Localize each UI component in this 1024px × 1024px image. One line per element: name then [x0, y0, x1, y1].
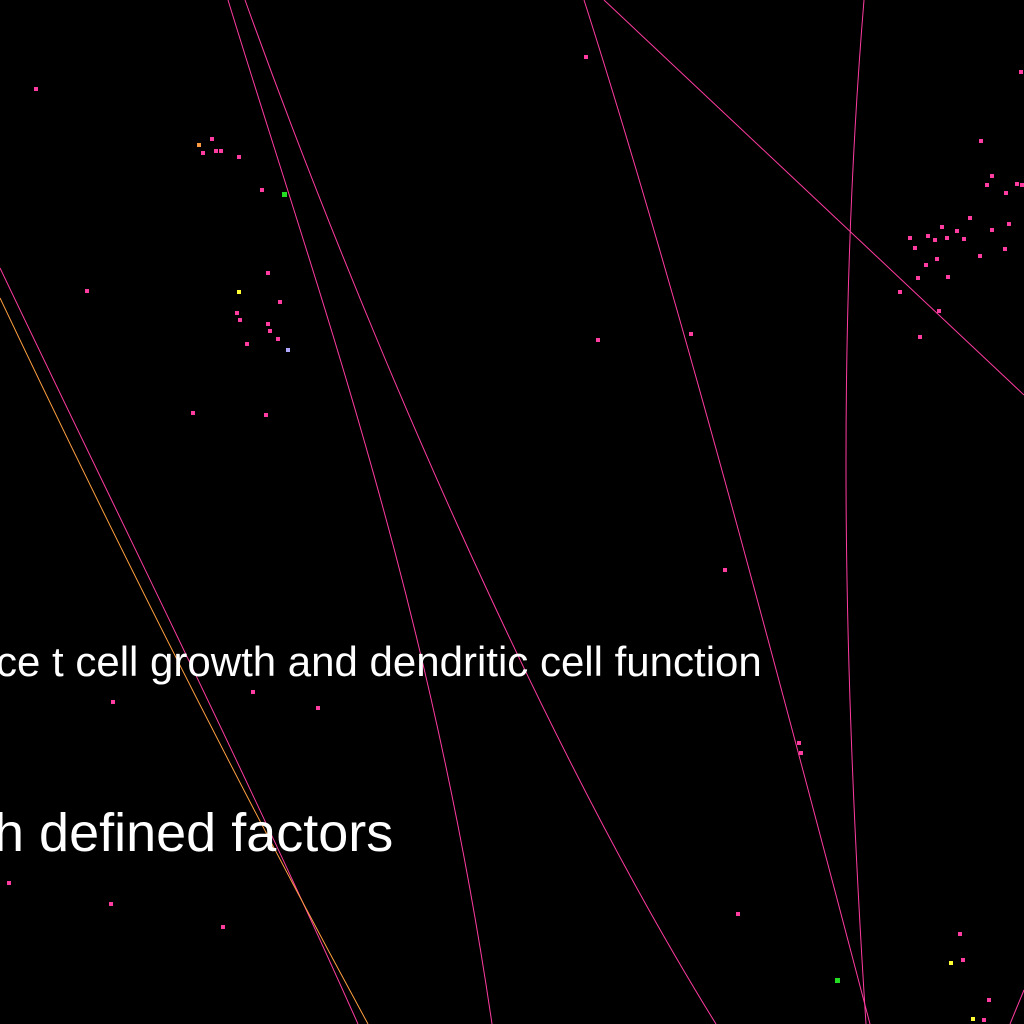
node[interactable] [968, 216, 972, 220]
node[interactable] [85, 289, 89, 293]
node[interactable] [219, 149, 223, 153]
node[interactable] [908, 236, 912, 240]
node[interactable] [266, 322, 270, 326]
node[interactable] [945, 236, 949, 240]
node[interactable] [946, 275, 950, 279]
node-label: h defined factors [0, 803, 393, 863]
node[interactable] [221, 925, 225, 929]
edge [583, 0, 871, 1024]
node[interactable] [282, 192, 287, 197]
node-label: ce t cell growth and dendritic cell func… [0, 638, 762, 685]
node[interactable] [799, 751, 803, 755]
node[interactable] [723, 568, 727, 572]
edge [603, 0, 1024, 396]
node[interactable] [286, 348, 290, 352]
edge [845, 0, 867, 1024]
node[interactable] [268, 329, 272, 333]
node[interactable] [797, 741, 801, 745]
node[interactable] [235, 311, 239, 315]
node[interactable] [596, 338, 600, 342]
node[interactable] [926, 234, 930, 238]
node[interactable] [918, 335, 922, 339]
node[interactable] [245, 342, 249, 346]
node[interactable] [7, 881, 11, 885]
node[interactable] [1019, 70, 1023, 74]
node[interactable] [278, 300, 282, 304]
edge [1009, 989, 1024, 1024]
node[interactable] [971, 1017, 975, 1021]
node[interactable] [197, 143, 201, 147]
node[interactable] [201, 151, 205, 155]
node[interactable] [1007, 222, 1011, 226]
node[interactable] [937, 309, 941, 313]
edge [227, 0, 493, 1024]
node[interactable] [1004, 191, 1008, 195]
node[interactable] [264, 413, 268, 417]
node[interactable] [916, 276, 920, 280]
node[interactable] [266, 271, 270, 275]
node[interactable] [933, 238, 937, 242]
node[interactable] [990, 174, 994, 178]
node[interactable] [935, 257, 939, 261]
node[interactable] [961, 958, 965, 962]
edge [0, 297, 369, 1024]
node[interactable] [238, 318, 242, 322]
node[interactable] [962, 237, 966, 241]
node[interactable] [736, 912, 740, 916]
node[interactable] [214, 149, 218, 153]
node[interactable] [237, 155, 241, 159]
edge [0, 267, 359, 1024]
node[interactable] [260, 188, 264, 192]
node[interactable] [985, 183, 989, 187]
node[interactable] [1003, 247, 1007, 251]
node[interactable] [835, 978, 840, 983]
node[interactable] [1020, 183, 1024, 187]
node[interactable] [924, 263, 928, 267]
node[interactable] [978, 254, 982, 258]
node[interactable] [913, 246, 917, 250]
edge [244, 0, 717, 1024]
node[interactable] [958, 932, 962, 936]
node[interactable] [584, 55, 588, 59]
node[interactable] [979, 139, 983, 143]
labels-layer: ce t cell growth and dendritic cell func… [0, 638, 762, 863]
node[interactable] [276, 337, 280, 341]
node[interactable] [949, 961, 953, 965]
node[interactable] [237, 290, 241, 294]
node[interactable] [191, 411, 195, 415]
node[interactable] [898, 290, 902, 294]
node[interactable] [251, 690, 255, 694]
node[interactable] [109, 902, 113, 906]
node[interactable] [940, 225, 944, 229]
node[interactable] [990, 228, 994, 232]
node[interactable] [987, 998, 991, 1002]
nodes-layer [7, 55, 1024, 1022]
node[interactable] [34, 87, 38, 91]
node[interactable] [316, 706, 320, 710]
node[interactable] [111, 700, 115, 704]
node[interactable] [955, 229, 959, 233]
node[interactable] [1015, 182, 1019, 186]
node[interactable] [982, 1018, 986, 1022]
node[interactable] [210, 137, 214, 141]
node[interactable] [689, 332, 693, 336]
